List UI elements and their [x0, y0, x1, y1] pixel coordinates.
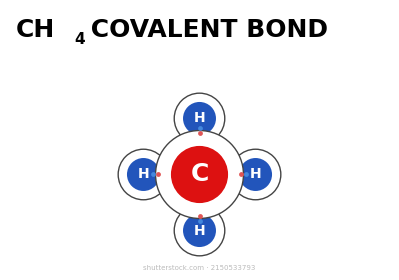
Circle shape: [127, 158, 160, 191]
Text: CH: CH: [16, 18, 55, 42]
Text: H: H: [250, 167, 261, 181]
Point: [196, 126, 203, 130]
Text: COVALENT BOND: COVALENT BOND: [82, 18, 328, 42]
Circle shape: [183, 102, 216, 135]
Text: 4: 4: [74, 32, 85, 47]
Circle shape: [118, 149, 169, 200]
Circle shape: [156, 130, 243, 218]
Point: [150, 172, 156, 177]
Circle shape: [183, 214, 216, 247]
Circle shape: [174, 93, 225, 144]
Text: H: H: [194, 223, 205, 237]
Circle shape: [230, 149, 281, 200]
Circle shape: [171, 146, 228, 203]
Point: [196, 214, 203, 218]
Point: [238, 172, 244, 177]
Circle shape: [239, 158, 272, 191]
Text: H: H: [138, 167, 149, 181]
Point: [155, 172, 161, 177]
Point: [196, 219, 203, 223]
Text: shutterstock.com · 2150533793: shutterstock.com · 2150533793: [143, 265, 256, 271]
Text: H: H: [194, 111, 205, 125]
Text: C: C: [190, 162, 209, 186]
Point: [196, 131, 203, 136]
Point: [243, 172, 249, 177]
Circle shape: [174, 205, 225, 256]
